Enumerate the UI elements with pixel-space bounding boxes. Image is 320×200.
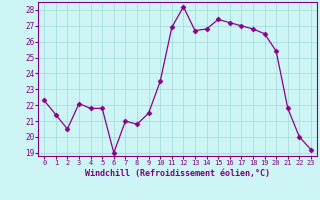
X-axis label: Windchill (Refroidissement éolien,°C): Windchill (Refroidissement éolien,°C) (85, 169, 270, 178)
